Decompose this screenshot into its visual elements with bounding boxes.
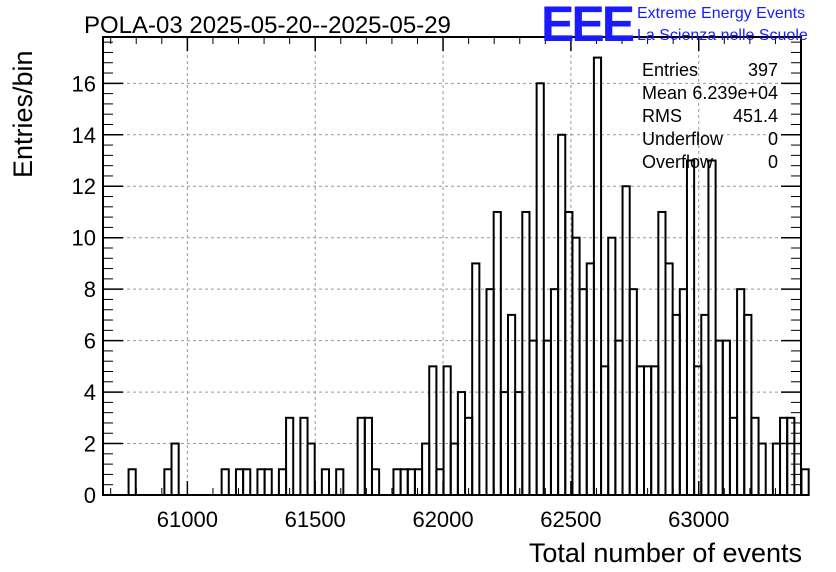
histogram-bin <box>671 313 681 496</box>
plot-frame <box>102 36 802 496</box>
histogram-bin <box>571 236 581 496</box>
histogram-bin <box>263 468 273 496</box>
histogram-bin <box>471 262 481 496</box>
histogram-bin <box>707 159 717 496</box>
histogram-bin <box>492 210 502 497</box>
histogram-bin <box>592 56 603 497</box>
x-tick-label: 63000 <box>668 507 729 532</box>
histogram-bin <box>657 210 667 497</box>
histogram-bars <box>127 56 810 497</box>
y-tick-label: 8 <box>84 277 96 302</box>
histogram-bin <box>449 442 459 497</box>
y-tick-label: 12 <box>72 174 96 199</box>
stats-box: Entries 397 Mean 6.239e+04 RMS 451.4 Und… <box>642 60 778 172</box>
stats-value-overflow: 0 <box>768 152 778 172</box>
eee-logo-mark: EEE <box>541 0 634 52</box>
histogram-bin <box>779 416 789 496</box>
histogram-bin <box>635 365 646 497</box>
histogram-bin <box>721 339 731 496</box>
x-tick-label: 61500 <box>285 507 346 532</box>
histogram-bin <box>693 365 703 497</box>
histogram-bin <box>542 339 552 496</box>
stats-value-entries: 397 <box>748 60 778 80</box>
stats-label-entries: Entries <box>642 60 698 80</box>
y-tick-label: 0 <box>84 483 96 508</box>
y-tick-label: 16 <box>72 71 96 96</box>
histogram-bin <box>506 313 517 496</box>
eee-logo: EEE Extreme Energy Events La Scienza nel… <box>541 0 808 52</box>
stats-label-rms: RMS <box>642 106 682 126</box>
histogram-bin <box>299 416 309 496</box>
y-tick-label: 2 <box>84 432 96 457</box>
histogram-bin <box>163 468 173 496</box>
histogram-bin <box>320 468 331 496</box>
y-tick-label: 14 <box>72 123 96 148</box>
histogram-bin <box>392 468 402 496</box>
histogram-bin <box>757 442 767 497</box>
histogram-bin <box>800 468 810 496</box>
histogram-bin <box>220 468 230 496</box>
histogram-bin <box>428 365 438 497</box>
histogram-bin <box>521 210 531 497</box>
axis-ticks: 61000 61500 62000 62500 63000 0 2 4 6 8 10 12 14 16 <box>72 37 802 532</box>
histogram-bin <box>728 416 739 496</box>
histogram-bin <box>399 468 409 496</box>
histogram-bin <box>650 365 660 497</box>
stats-label-mean: Mean <box>642 83 687 103</box>
grid-lines <box>103 37 801 495</box>
histogram-bin <box>786 416 796 496</box>
histogram-bin <box>750 416 760 496</box>
histogram-bin <box>127 468 137 496</box>
histogram-bin <box>643 365 653 497</box>
histogram-bin <box>442 365 452 497</box>
y-tick-label: 4 <box>84 380 96 405</box>
stats-value-underflow: 0 <box>768 129 778 149</box>
histogram-bin <box>256 468 266 496</box>
histogram-bin <box>277 468 288 496</box>
y-tick-label: 10 <box>72 226 96 251</box>
x-tick-label: 62500 <box>540 507 601 532</box>
histogram-bin <box>234 468 245 496</box>
histogram-bin <box>170 442 180 497</box>
histogram-bin <box>614 339 624 496</box>
stats-value-mean: 6.239e+04 <box>692 83 778 103</box>
histogram-bin <box>664 262 674 496</box>
x-tick-label: 61000 <box>157 507 218 532</box>
histogram-bin <box>528 339 538 496</box>
y-axis-title: Entries/bin <box>8 50 38 178</box>
histogram-bin <box>363 416 373 496</box>
x-axis-title: Total number of events <box>529 538 802 568</box>
histogram-bin <box>421 442 431 497</box>
histogram-bin <box>607 236 617 496</box>
histogram-bin <box>413 468 424 496</box>
histogram-bin <box>370 468 381 496</box>
histogram-bin <box>306 442 316 497</box>
histogram-bin <box>335 468 345 496</box>
histogram-bin <box>685 159 696 496</box>
histogram-bin <box>242 468 252 496</box>
histogram-bin <box>464 416 474 496</box>
y-tick-label: 6 <box>84 329 96 354</box>
histogram-bin <box>600 365 610 497</box>
histogram-bin <box>743 313 753 496</box>
histogram-bin <box>714 339 724 496</box>
x-tick-label: 62000 <box>412 507 473 532</box>
histogram-bin <box>356 416 366 496</box>
histogram-bin <box>406 468 416 496</box>
eee-logo-line2: La Scienza nelle Scuole <box>637 27 808 44</box>
histogram-bin <box>557 133 567 497</box>
histogram-bin <box>700 313 710 496</box>
eee-logo-line1: Extreme Energy Events <box>637 5 805 22</box>
histogram-bin <box>771 442 782 497</box>
stats-label-underflow: Underflow <box>642 129 724 149</box>
histogram-bin <box>585 262 595 496</box>
stats-value-rms: 451.4 <box>733 106 778 126</box>
stats-label-overflow: Overflow <box>642 152 714 172</box>
chart-title: POLA-03 2025-05-20--2025-05-29 <box>84 12 451 39</box>
histogram-bin <box>285 416 295 496</box>
